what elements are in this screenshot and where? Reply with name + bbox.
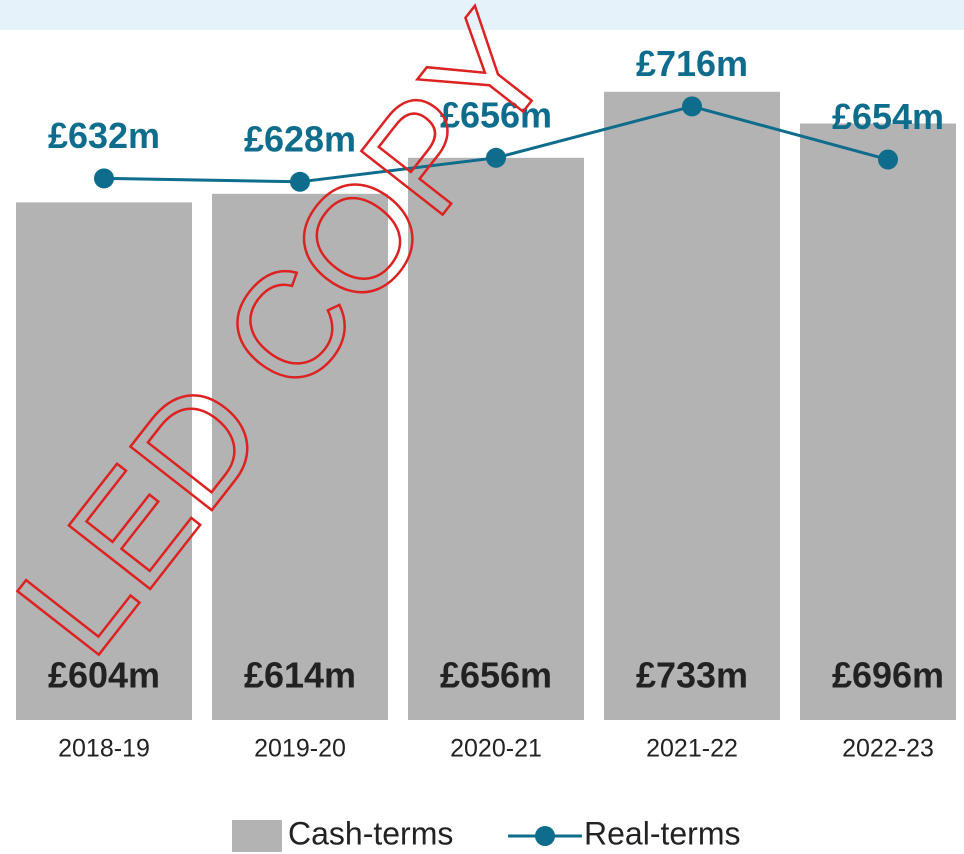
bar-label: £614m [244,655,356,696]
x-tick-label: 2019-20 [254,735,346,763]
line-label: £654m [832,96,944,137]
line-point [290,171,310,192]
line-point [682,96,702,117]
line-label: £656m [440,94,552,135]
legend-label: Cash-terms [288,815,453,851]
bar [212,193,388,720]
line-point [486,147,506,168]
line-label: £716m [636,43,748,84]
bar-label: £656m [440,655,552,696]
legend-dot [535,826,555,846]
bar [800,123,956,720]
bar-label: £696m [832,655,944,696]
x-tick-label: 2022-23 [842,735,934,763]
line-label: £628m [244,118,356,159]
bar-label: £604m [48,655,160,696]
line-point [94,168,114,189]
line-point [878,149,898,170]
x-tick-label: 2018-19 [58,735,150,763]
x-tick-label: 2020-21 [450,735,542,763]
legend-label: Real-terms [584,815,740,851]
line-label: £632m [48,115,160,156]
bar-label: £733m [636,655,748,696]
title-band [0,0,964,30]
bar [16,202,192,720]
bar [408,157,584,721]
x-tick-label: 2021-22 [646,735,738,763]
legend-swatch [232,820,282,852]
bar [604,91,780,721]
